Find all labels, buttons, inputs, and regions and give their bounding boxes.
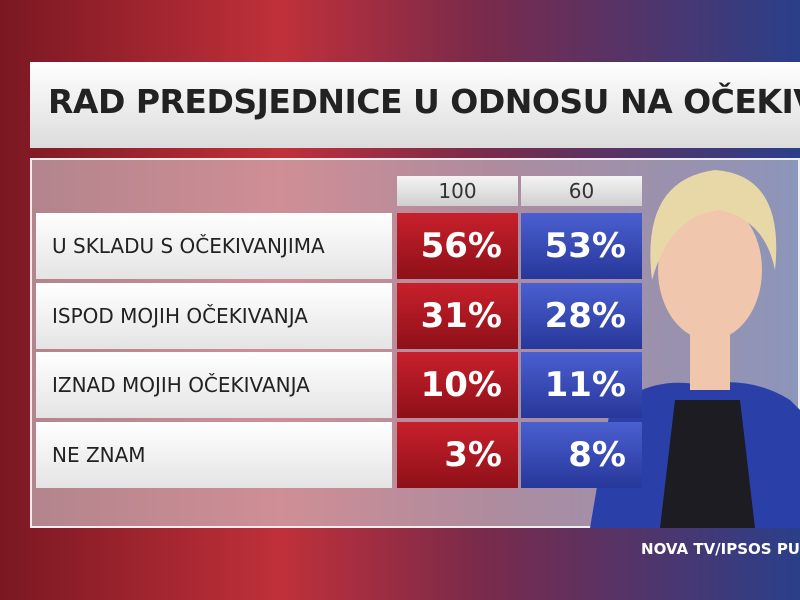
cell-value: 3% (397, 422, 518, 488)
hair (650, 170, 777, 280)
portrait (590, 170, 800, 528)
source: NOVA TV/IPSOS PU (641, 540, 800, 558)
column-header: 60 (521, 176, 642, 206)
row-label: NE ZNAM (36, 422, 392, 488)
cell-value: 53% (521, 213, 642, 279)
title-bar: RAD PREDSJEDNICE U ODNOSU NA OČEKIVAN (30, 62, 800, 148)
face (658, 200, 762, 340)
cell-value: 10% (397, 352, 518, 418)
top (660, 400, 755, 528)
cell-value: 31% (397, 283, 518, 349)
neck (690, 330, 730, 390)
row-label: ISPOD MOJIH OČEKIVANJA (36, 283, 392, 349)
cell-value: 56% (397, 213, 518, 279)
title: RAD PREDSJEDNICE U ODNOSU NA OČEKIVAN (48, 82, 800, 121)
cell-value: 28% (521, 283, 642, 349)
row-label: U SKLADU S OČEKIVANJIMA (36, 213, 392, 279)
column-header: 100 (397, 176, 518, 206)
row-label: IZNAD MOJIH OČEKIVANJA (36, 352, 392, 418)
cell-value: 11% (521, 352, 642, 418)
cell-value: 8% (521, 422, 642, 488)
